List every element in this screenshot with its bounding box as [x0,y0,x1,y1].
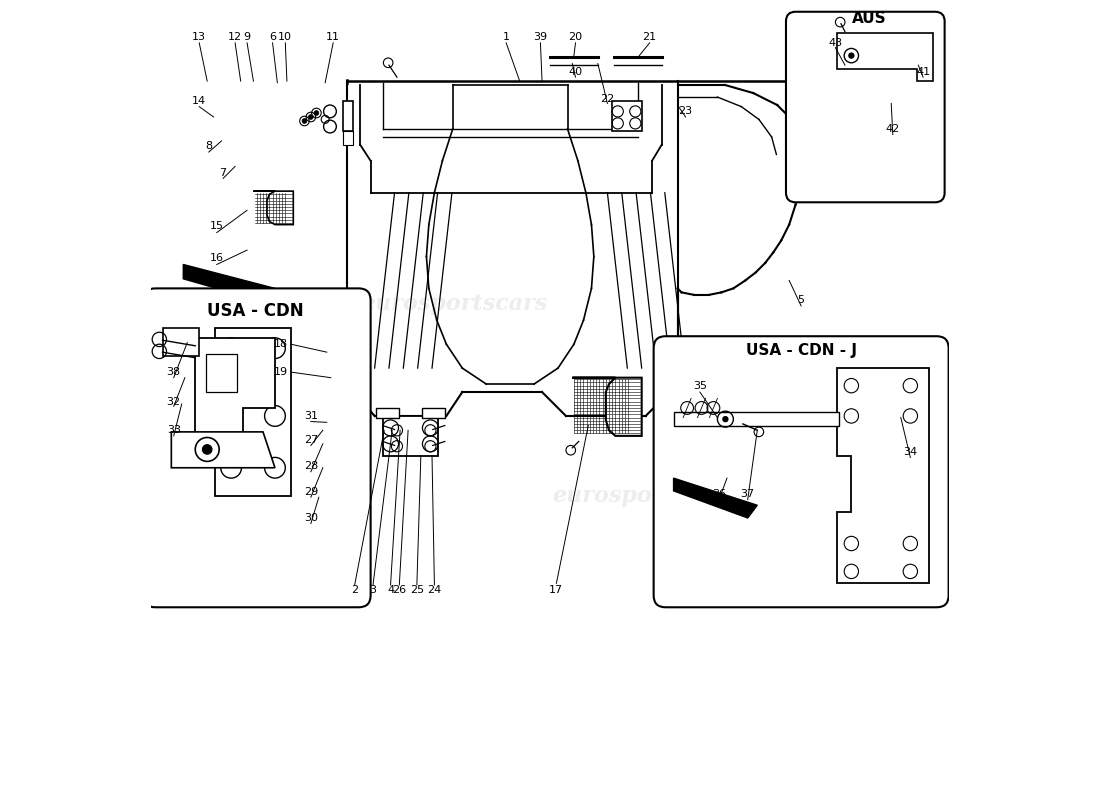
Polygon shape [613,101,641,130]
Text: 33: 33 [167,426,180,435]
Circle shape [308,114,314,119]
Polygon shape [184,265,275,302]
Polygon shape [376,408,398,418]
Circle shape [202,445,212,454]
Polygon shape [172,432,275,468]
Text: 13: 13 [192,32,206,42]
Text: 25: 25 [410,585,424,594]
Polygon shape [837,34,933,81]
Circle shape [302,118,307,123]
Polygon shape [195,338,275,444]
Text: 14: 14 [192,96,207,106]
Polygon shape [422,408,444,418]
Text: eurosportscars: eurosportscars [361,294,548,315]
Text: 15: 15 [210,222,223,231]
Text: 35: 35 [693,381,707,390]
Polygon shape [343,101,353,130]
Polygon shape [674,412,838,426]
Text: 12: 12 [228,32,242,42]
Text: 11: 11 [327,32,340,42]
Text: 16: 16 [210,253,223,263]
Text: 2: 2 [351,585,359,594]
Polygon shape [837,368,928,583]
Text: 28: 28 [304,461,318,471]
Text: AUS: AUS [851,11,887,26]
Text: 29: 29 [304,486,318,497]
Text: eurosportscars: eurosportscars [552,485,739,506]
Text: 37: 37 [740,489,755,499]
Text: 30: 30 [304,513,318,523]
Text: 22: 22 [601,94,615,104]
Text: 43: 43 [828,38,843,48]
Circle shape [723,416,728,422]
Polygon shape [206,354,238,392]
Text: 19: 19 [274,367,288,377]
Text: 3: 3 [370,585,376,594]
FancyBboxPatch shape [653,336,948,607]
Text: 41: 41 [916,66,931,77]
Text: 10: 10 [278,32,293,42]
Text: 1: 1 [503,32,509,42]
FancyBboxPatch shape [786,12,945,202]
Text: USA - CDN - J: USA - CDN - J [746,343,857,358]
Text: 42: 42 [886,124,900,134]
Text: 18: 18 [274,339,288,349]
Text: 4: 4 [387,585,394,594]
Text: 21: 21 [642,32,657,42]
Polygon shape [326,340,365,376]
Circle shape [848,53,855,58]
Polygon shape [238,364,270,398]
Text: 34: 34 [903,447,917,457]
Text: 9: 9 [243,32,251,42]
Polygon shape [572,378,641,436]
Polygon shape [253,191,294,225]
Text: 7: 7 [220,168,227,178]
Text: 38: 38 [166,367,180,377]
Circle shape [314,110,319,115]
Text: USA - CDN: USA - CDN [207,302,304,320]
Polygon shape [383,416,439,456]
Text: 39: 39 [534,32,548,42]
Text: 31: 31 [304,411,318,421]
Polygon shape [163,328,199,356]
Text: 27: 27 [304,435,318,445]
Text: 36: 36 [712,489,726,499]
Text: 20: 20 [569,32,583,42]
FancyBboxPatch shape [143,288,371,607]
Text: 6: 6 [270,32,276,42]
Text: 26: 26 [393,585,406,594]
Text: 24: 24 [427,585,441,594]
Polygon shape [216,328,290,496]
Text: 32: 32 [166,397,180,406]
Text: 17: 17 [549,585,563,594]
Text: 5: 5 [798,295,804,306]
Polygon shape [673,478,757,518]
Polygon shape [343,130,353,145]
Text: 40: 40 [569,66,583,77]
Text: 23: 23 [679,106,693,117]
Text: 8: 8 [206,142,212,151]
